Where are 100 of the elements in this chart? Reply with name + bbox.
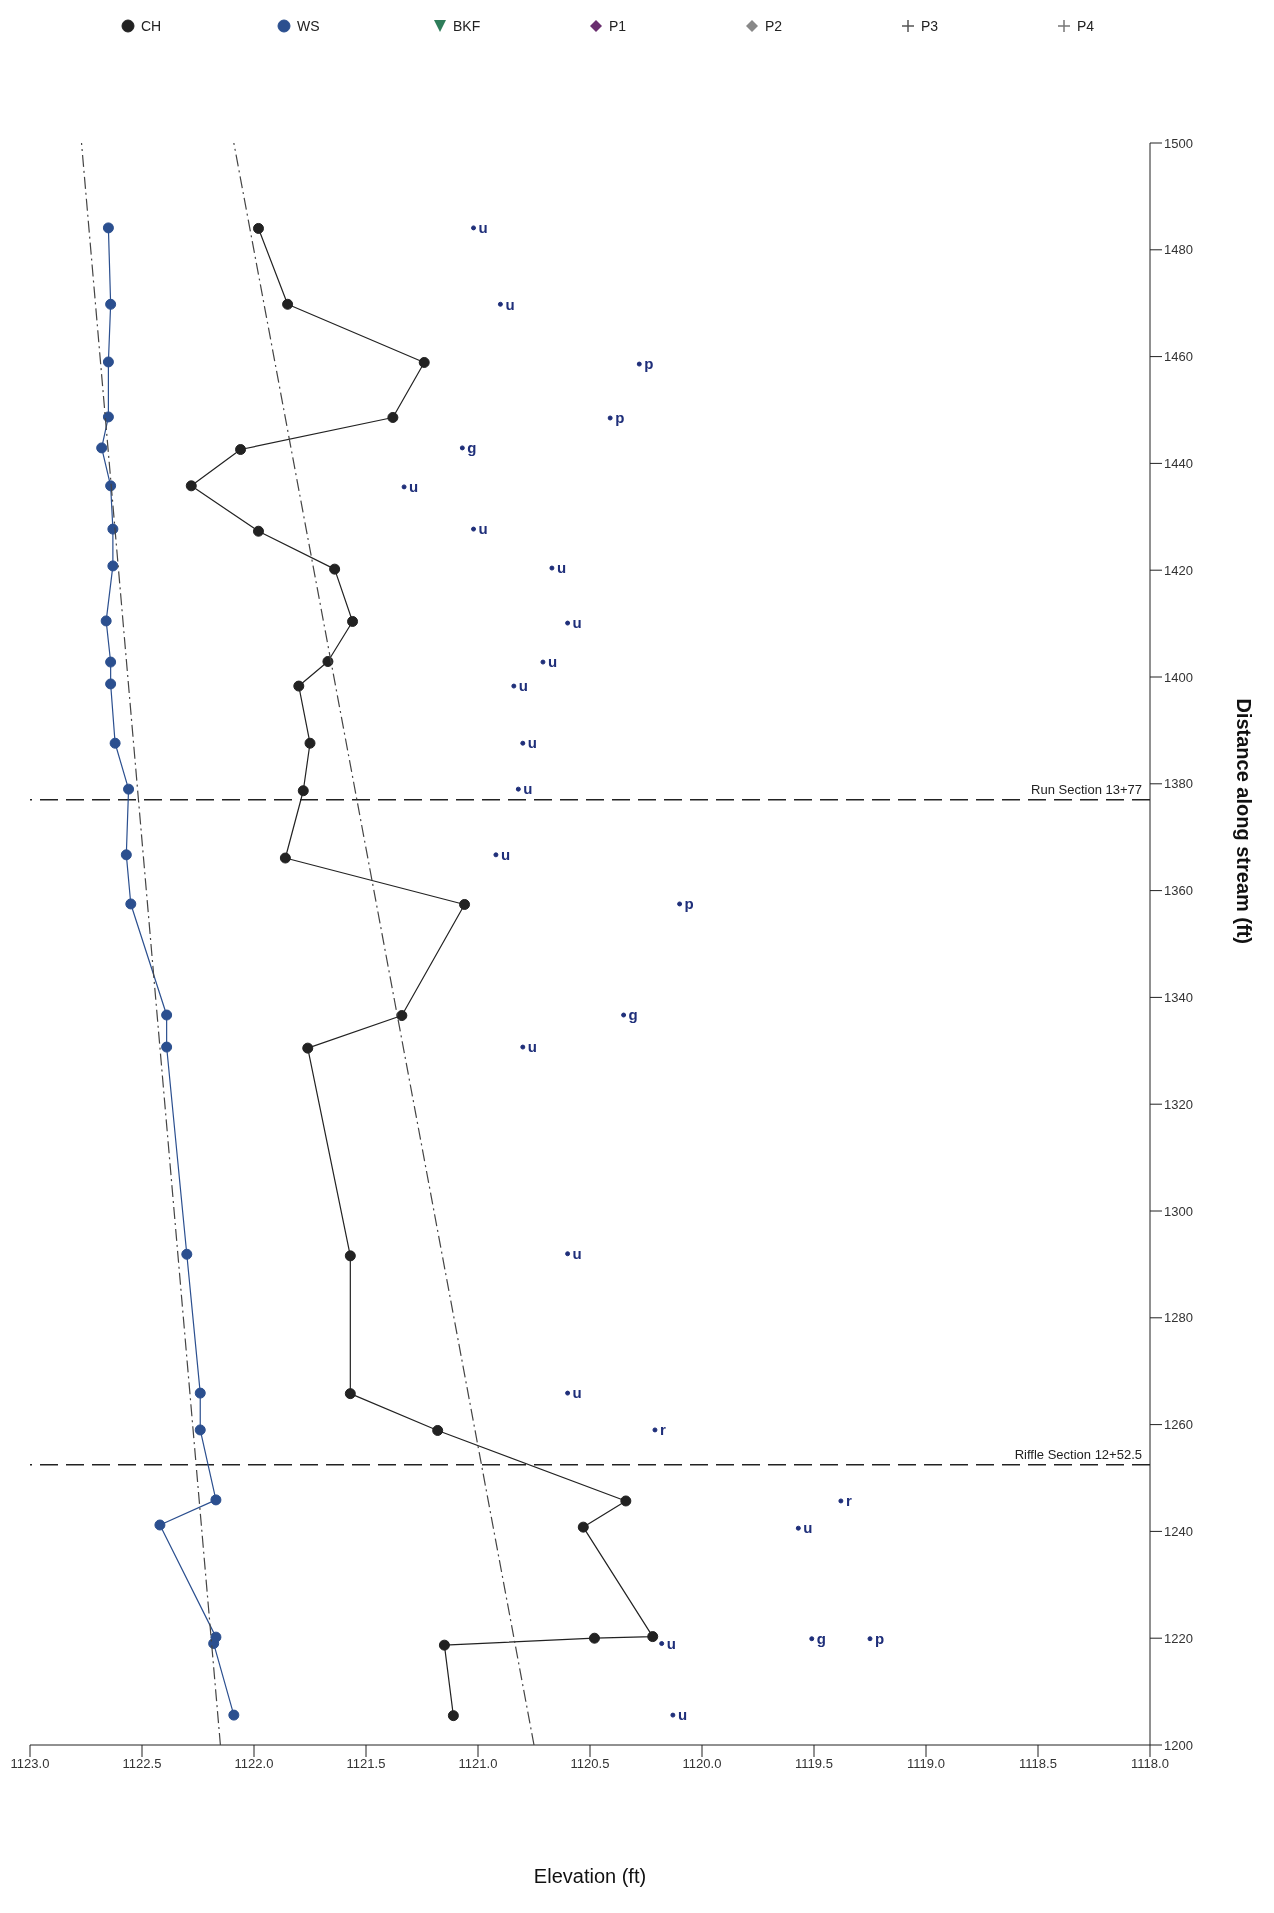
data-label: p xyxy=(875,1629,885,1647)
point xyxy=(418,356,430,368)
point xyxy=(107,560,119,572)
y-tick-label: 1400 xyxy=(1164,669,1193,685)
point xyxy=(279,852,291,864)
point xyxy=(647,1631,659,1643)
data-label: u xyxy=(803,1519,813,1537)
data-label: u xyxy=(500,846,511,864)
x-tick-label: 1119.0 xyxy=(907,1756,945,1772)
point xyxy=(577,1521,589,1533)
y-tick-label: 1200 xyxy=(1164,1737,1193,1753)
x-tick-label: 1122.0 xyxy=(234,1756,274,1772)
point xyxy=(329,563,341,575)
y-tick-label: 1240 xyxy=(1164,1524,1193,1540)
data-label: u xyxy=(505,295,515,313)
y-axis-title: Distance along stream (ft) xyxy=(1232,698,1255,944)
point xyxy=(304,737,316,749)
point xyxy=(347,615,359,627)
y-tick-label: 1440 xyxy=(1164,456,1193,472)
point xyxy=(154,1519,166,1531)
data-label: r xyxy=(659,1421,666,1439)
point xyxy=(100,615,112,627)
data-label: u xyxy=(572,1244,582,1262)
x-tick-label: 1118.0 xyxy=(1131,1756,1169,1772)
point xyxy=(588,1632,600,1644)
y-tick-label: 1420 xyxy=(1164,562,1193,578)
y-tick-label: 1480 xyxy=(1164,242,1193,258)
point xyxy=(620,1495,632,1507)
point xyxy=(105,298,117,310)
legend-label: CH xyxy=(141,18,162,34)
legend-label: P1 xyxy=(609,18,627,34)
point xyxy=(210,1494,222,1506)
point xyxy=(123,783,135,795)
x-tick-label: 1118.5 xyxy=(1019,1756,1057,1772)
data-label: u xyxy=(478,219,488,237)
point xyxy=(194,1387,206,1399)
point xyxy=(344,1250,356,1262)
data-label: g xyxy=(628,1006,638,1024)
y-tick-label: 1380 xyxy=(1164,776,1193,792)
data-label: p xyxy=(615,409,625,427)
point xyxy=(447,1710,459,1722)
x-tick-label: 1121.0 xyxy=(458,1756,498,1772)
x-tick-label: 1120.0 xyxy=(682,1756,722,1772)
point xyxy=(210,1631,222,1643)
legend-label: P3 xyxy=(921,18,939,34)
x-axis-title: Elevation (ft) xyxy=(533,1865,647,1887)
point xyxy=(322,656,334,668)
legend-label: P4 xyxy=(1077,18,1095,34)
point xyxy=(432,1424,444,1436)
data-label: g xyxy=(467,439,477,457)
y-tick-label: 1460 xyxy=(1164,349,1193,365)
point xyxy=(185,480,197,492)
data-label: u xyxy=(677,1706,688,1724)
x-tick-label: 1119.5 xyxy=(795,1756,833,1772)
point xyxy=(293,680,305,692)
ref-line-label: Riffle Section 12+52.5 xyxy=(1014,1446,1142,1462)
point xyxy=(438,1639,450,1651)
point xyxy=(125,898,137,910)
point xyxy=(105,678,117,690)
point xyxy=(102,411,114,423)
y-tick-label: 1360 xyxy=(1164,883,1193,899)
data-label: u xyxy=(527,1038,537,1056)
point xyxy=(344,1388,356,1400)
point xyxy=(235,444,247,456)
data-label: u xyxy=(518,677,529,695)
point xyxy=(387,411,399,423)
data-label: u xyxy=(547,653,558,671)
data-label: p xyxy=(644,355,654,373)
data-label: u xyxy=(572,614,582,632)
point xyxy=(161,1041,173,1053)
data-label: u xyxy=(556,559,567,577)
point xyxy=(96,442,108,454)
data-label: r xyxy=(845,1492,852,1510)
y-tick-label: 1220 xyxy=(1164,1630,1193,1646)
point xyxy=(282,298,294,310)
point xyxy=(297,785,309,797)
data-label: u xyxy=(527,734,537,752)
point xyxy=(302,1042,314,1054)
point xyxy=(102,222,114,234)
y-tick-label: 1340 xyxy=(1164,990,1193,1006)
legend-label: BKF xyxy=(453,18,481,34)
legend-label: P2 xyxy=(765,18,783,34)
x-tick-label: 1121.5 xyxy=(346,1756,386,1772)
point xyxy=(105,656,117,668)
x-tick-label: 1120.5 xyxy=(570,1756,610,1772)
y-tick-label: 1280 xyxy=(1164,1310,1193,1326)
point xyxy=(109,737,121,749)
legend-label: WS xyxy=(297,18,320,34)
point xyxy=(102,356,114,368)
point xyxy=(181,1248,193,1260)
ref-line-label: Run Section 13+77 xyxy=(1031,781,1142,797)
point xyxy=(228,1709,240,1721)
data-label: p xyxy=(684,895,694,913)
point xyxy=(120,849,132,861)
point xyxy=(252,222,264,234)
data-label: g xyxy=(816,1629,826,1647)
point xyxy=(161,1009,173,1021)
y-tick-label: 1260 xyxy=(1164,1417,1193,1433)
y-tick-label: 1300 xyxy=(1164,1203,1193,1219)
x-tick-label: 1123.0 xyxy=(10,1756,50,1772)
